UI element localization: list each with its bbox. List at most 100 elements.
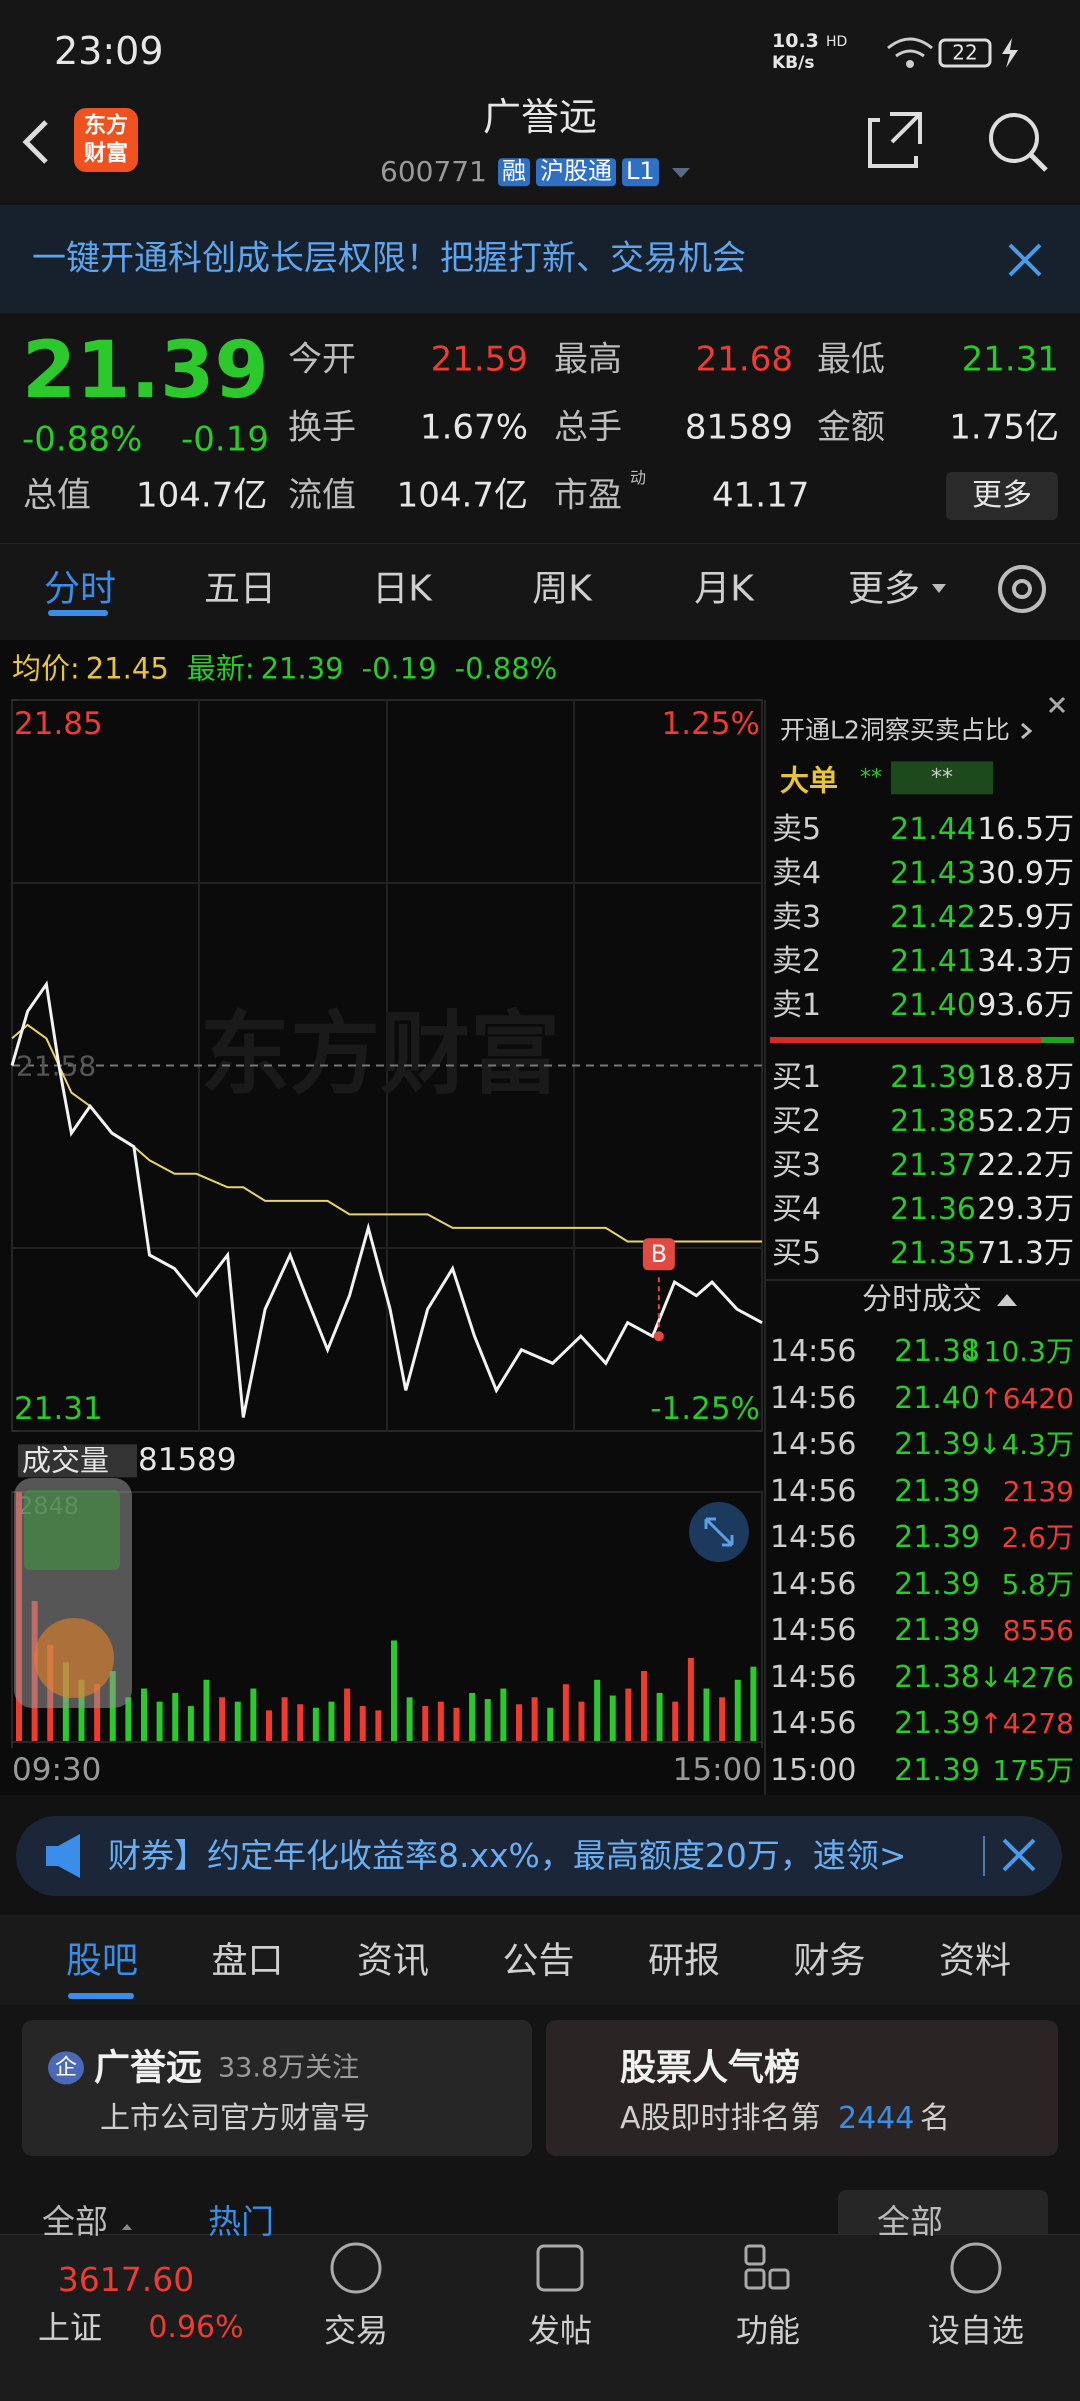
card-title[interactable]: 股票人气榜 <box>620 2047 801 2089</box>
tool-icon[interactable] <box>24 1490 120 1570</box>
trade-volume: 2139 <box>1002 1474 1074 1508</box>
panel-close[interactable] <box>1048 696 1066 714</box>
volume-bar <box>750 1666 757 1741</box>
net-speed-unit: KB/s <box>772 53 815 74</box>
index-change[interactable]: 0.96% <box>148 2309 244 2345</box>
nav-item[interactable]: 交易 <box>323 2311 389 2350</box>
stat-label: 流值 <box>288 475 356 516</box>
marker-label: B <box>651 1240 667 1268</box>
volume-bar <box>703 1688 710 1741</box>
book-level: 买4 <box>772 1191 822 1227</box>
stat-sup: 动 <box>630 467 647 487</box>
post-icon[interactable] <box>536 2244 584 2292</box>
chart-tab[interactable]: 月K <box>694 568 754 610</box>
logo-text[interactable]: 东方 <box>83 113 129 139</box>
section-tab[interactable]: 公告 <box>502 1940 575 1982</box>
trade-time: 14:56 <box>770 1333 857 1369</box>
volume-bar <box>625 1688 632 1741</box>
watch-icon[interactable] <box>950 2242 1002 2294</box>
more-button[interactable] <box>946 472 1058 520</box>
section-tab[interactable]: 财务 <box>793 1940 866 1982</box>
chart-tab[interactable]: 更多 <box>847 568 921 610</box>
book-level: 卖1 <box>772 987 822 1023</box>
volume-bar <box>156 1701 163 1741</box>
change-percent: -0.88% <box>22 419 143 460</box>
section-tab[interactable]: 研报 <box>647 1940 721 1982</box>
trades-title[interactable]: 分时成交 <box>862 1281 982 1317</box>
volume-bar <box>687 1657 694 1741</box>
volume-title[interactable]: 成交量 <box>18 1443 138 1478</box>
more-button-label[interactable]: 更多 <box>972 477 1032 513</box>
nav-item[interactable]: 发帖 <box>527 2311 593 2350</box>
index-name[interactable]: 上证 <box>37 2308 103 2347</box>
trade-price: 21.40 <box>894 1380 980 1416</box>
stock-tag[interactable]: L1 <box>622 158 659 186</box>
filter-dropdown-label[interactable]: 全部 <box>877 2202 943 2242</box>
card-meta: 33.8万关注 <box>218 2052 360 2084</box>
trade-volume: 175万 <box>992 1753 1074 1787</box>
section-tab[interactable]: 资料 <box>938 1940 1012 1982</box>
back-icon[interactable] <box>22 120 48 164</box>
func-icon[interactable] <box>744 2244 766 2266</box>
share-icon[interactable] <box>868 112 922 168</box>
chart-tab[interactable]: 日K <box>372 568 432 610</box>
book-volume: 18.8万 <box>977 1059 1074 1095</box>
quote-bg <box>0 313 1080 543</box>
book-volume: 30.9万 <box>977 855 1074 891</box>
stock-tag[interactable]: 沪股通 <box>536 158 616 186</box>
trade-volume: ↑6420 <box>979 1381 1074 1415</box>
tag-dropdown[interactable] <box>672 168 690 178</box>
tool-avatar[interactable] <box>34 1618 114 1698</box>
index-value[interactable]: 3617.60 <box>57 2260 195 2300</box>
trade-time: 14:56 <box>770 1566 857 1602</box>
nav-item[interactable]: 设自选 <box>927 2311 1025 2350</box>
banner-close[interactable] <box>1008 243 1042 277</box>
ratio-bar-buy <box>1041 1037 1074 1043</box>
volume-bar <box>125 1697 132 1741</box>
banner-text[interactable]: 一键开通科创成长层权限！把握打新、交易机会 <box>32 238 746 279</box>
filter-tab[interactable]: 全部 <box>42 2202 108 2242</box>
card[interactable] <box>546 2020 1058 2156</box>
ad-close[interactable] <box>1002 1838 1036 1872</box>
settings-icon[interactable] <box>998 565 1046 613</box>
trade-volume: 2.6万 <box>1001 1520 1074 1554</box>
stock-tag[interactable]: 融 <box>498 158 530 186</box>
volume-bar <box>281 1697 288 1741</box>
stat-label: 换手 <box>288 407 356 448</box>
trade-volume: ↓4276 <box>979 1660 1074 1694</box>
volume-bar <box>219 1697 226 1741</box>
book-level: 买1 <box>772 1059 822 1095</box>
section-tab[interactable]: 盘口 <box>211 1940 284 1982</box>
logo[interactable] <box>74 108 138 172</box>
card-title[interactable]: 广誉远 <box>94 2047 203 2089</box>
volume-bar <box>437 1701 444 1741</box>
floating-tool[interactable] <box>14 1478 132 1708</box>
section-tab[interactable]: 资讯 <box>356 1940 430 1982</box>
stock-code: 600771 <box>380 154 487 188</box>
expand-icon <box>704 1517 734 1547</box>
chart-tab[interactable]: 周K <box>532 568 592 610</box>
book-volume: 93.6万 <box>977 987 1074 1023</box>
stat-label: 总值 <box>23 475 91 516</box>
volume-bar <box>578 1701 585 1741</box>
chart-tab[interactable]: 五日 <box>203 568 277 610</box>
logo-text[interactable]: 财富 <box>83 141 129 167</box>
l2-link[interactable]: 开通L2洞察买卖占比 <box>780 715 1010 745</box>
y2-tick-label: -1.25% <box>650 1391 760 1427</box>
marker-dot <box>653 1331 664 1342</box>
trade-icon[interactable] <box>330 2242 382 2294</box>
filter-tab[interactable]: 热门 <box>208 2202 274 2242</box>
series-line <box>10 980 763 1418</box>
section-tab[interactable]: 股吧 <box>65 1940 139 1982</box>
ad-bar[interactable] <box>16 1816 1062 1896</box>
func-icon <box>744 2268 766 2290</box>
search-icon[interactable] <box>989 113 1039 163</box>
chart-tab[interactable]: 分时 <box>43 568 117 610</box>
trade-time: 14:56 <box>770 1519 857 1555</box>
ad-text[interactable]: 财券】约定年化收益率8.xx%，最高额度20万，速领> <box>108 1837 907 1875</box>
nav-item[interactable]: 功能 <box>735 2311 801 2350</box>
settings-icon-core <box>1012 579 1032 599</box>
card[interactable] <box>22 2020 532 2156</box>
stat-value: 81589 <box>684 407 793 448</box>
trade-price: 21.39 <box>894 1519 980 1555</box>
